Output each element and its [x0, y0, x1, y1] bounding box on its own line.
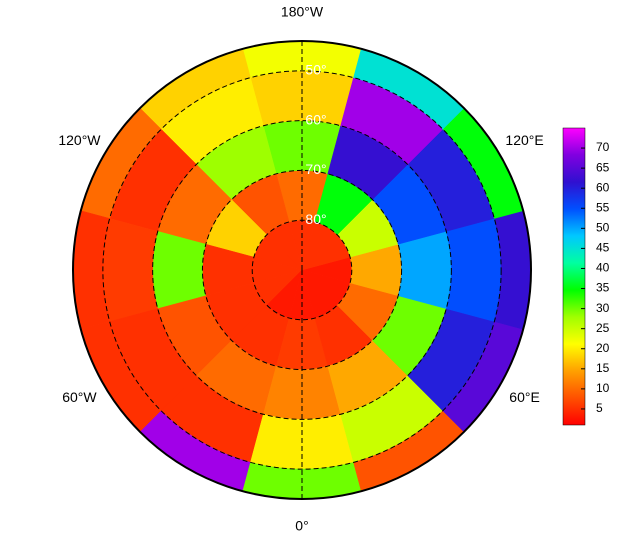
map-border	[72, 40, 532, 500]
colorbar-label: 45	[596, 241, 610, 255]
lon-label: 120°E	[505, 132, 543, 148]
lon-label: 60°E	[509, 389, 540, 405]
heat-cell	[152, 231, 207, 309]
parallel-label: 60°	[305, 111, 326, 127]
colorbar-label: 30	[596, 301, 610, 315]
lon-label: 60°W	[62, 389, 97, 405]
colorbar-label: 50	[596, 221, 610, 235]
parallel-label: 50°	[305, 62, 326, 78]
colorbar-label: 20	[596, 341, 610, 355]
lon-label: 120°W	[58, 132, 101, 148]
colorbar-label: 15	[596, 361, 610, 375]
parallel	[152, 120, 452, 420]
colorbar-label: 60	[596, 180, 610, 194]
colorbar-label: 55	[596, 200, 610, 214]
parallel	[102, 70, 502, 470]
parallel-label: 70°	[305, 161, 326, 177]
colorbar-label: 5	[596, 401, 603, 415]
parallel-label: 80°	[305, 211, 326, 227]
colorbar-label: 10	[596, 381, 610, 395]
colorbar-label: 35	[596, 281, 610, 295]
heat-cell	[102, 218, 159, 322]
colorbar	[562, 127, 586, 426]
colorbar-label: 70	[596, 140, 610, 154]
lon-label: 180°W	[281, 4, 324, 20]
colorbar-label: 25	[596, 321, 610, 335]
colorbar-label: 65	[596, 160, 610, 174]
lon-label: 0°	[295, 518, 308, 534]
heat-cell	[397, 231, 452, 309]
colorbar-label: 40	[596, 261, 610, 275]
heat-cell	[445, 218, 502, 322]
